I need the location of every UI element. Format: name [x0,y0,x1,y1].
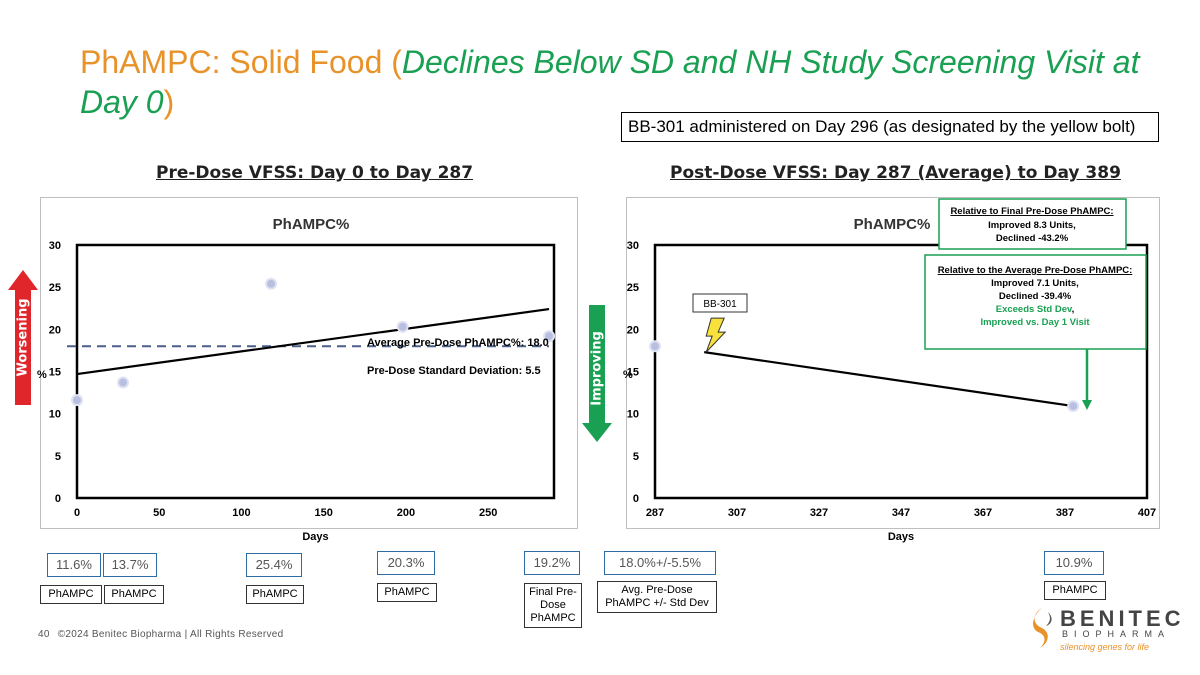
y-tick-label: 10 [627,409,639,421]
label-box-3: PhAMPC [246,585,304,604]
pre-dose-chart-svg: PhAMPC% 0 5 10 15 20 25 30 0 50 100 150 200 250 Days% A… [37,216,556,543]
title-part-3: ) [163,84,175,120]
improving-arrow-icon [582,305,612,442]
logo-name: BENITEC [1060,606,1185,631]
y-tick-label: 25 [49,282,61,294]
worsening-label: Worsening [15,298,31,377]
y-tick-label: 25 [627,282,639,294]
y-tick-label: 30 [49,240,61,252]
x-tick-label: 327 [810,507,828,519]
comma-text: , [1072,304,1075,315]
y-tick-label: 20 [49,324,61,336]
right-section-title: Post-Dose VFSS: Day 287 (Average) to Day… [670,163,1121,183]
label-box-1: PhAMPC [40,585,102,604]
x-tick-label: 200 [397,507,415,519]
data-point [543,330,556,343]
y-tick-label: 10 [49,409,61,421]
copyright: ©2024 Benitec Biopharma | All Rights Res… [57,629,284,640]
x-tick-label: 50 [153,507,165,519]
x-tick-label: 307 [728,507,746,519]
title-part-1: PhAMPC: Solid Food ( [80,44,402,80]
benitec-logo-mark-icon [1033,608,1052,648]
plot-frame [75,243,556,500]
callout-mid-line: Exceeds Std Dev, [996,304,1075,315]
x-tick-label: 287 [646,507,664,519]
data-point [71,394,83,407]
page-number: 40 [38,629,50,640]
callout-top-box [938,198,1127,250]
x-tick-label: 387 [1056,507,1074,519]
administration-note: BB-301 administered on Day 296 (as desig… [621,112,1159,142]
label-box-5: Final Pre-Dose PhAMPC [524,583,582,628]
benitec-logo: BENITEC BIOPHARMA silencing genes for li… [1026,604,1181,654]
x-tick-label: 150 [315,507,333,519]
logo-tagline: silencing genes for life [1060,642,1150,652]
y-tick-label: 20 [627,324,639,336]
value-box-1: 11.6% [47,553,101,577]
post-dose-chart: PhAMPC% 0 5 10 15 20 25 30 287 307 327 347 367 387 407… [623,197,1160,543]
x-tick-label: 407 [1138,507,1156,519]
title-part-2: Declines Below SD and NH Study Screening… [80,44,1140,120]
exceeds-std-dev-text: Exceeds Std Dev [996,304,1073,315]
callout-mid-box [924,254,1147,350]
series-line [704,351,1074,408]
post-dose-chart-svg: PhAMPC% 0 5 10 15 20 25 30 287 307 327 347 367 387 407… [623,198,1156,543]
x-axis-label: Days [302,531,328,543]
x-tick-label: 100 [232,507,250,519]
data-point [117,376,130,389]
callout-arrow-head-icon [1082,400,1092,410]
x-tick-label: 250 [479,507,497,519]
y-tick-label: 15 [627,367,639,379]
worsening-arrow-icon [8,270,38,405]
value-box-6: 18.0%+/-5.5% [604,551,716,575]
value-box-2: 13.7% [103,553,157,577]
data-point [1067,400,1080,413]
improving-label: Improving [589,331,605,406]
callout-mid-line: Improved 7.1 Units, [991,278,1079,289]
chart-title: PhAMPC% [854,216,931,233]
callout-top-line: Declined -43.2% [996,233,1069,244]
y-tick-label: 0 [55,493,61,505]
logo-sub: BIOPHARMA [1062,629,1171,639]
value-box-3: 25.4% [246,553,302,577]
callout-top-line: Improved 8.3 Units, [988,220,1076,231]
trend-line [76,308,550,376]
dose-label: BB-301 [703,299,737,310]
y-tick-label: 5 [633,451,639,463]
y-tick-label: 0 [633,493,639,505]
label-box-4: PhAMPC [377,583,437,602]
label-box-7: PhAMPC [1044,581,1106,600]
dose-bolt-icon [705,317,727,353]
pre-dose-chart: PhAMPC% 0 5 10 15 20 25 30 0 50 100 150 200 250 Days% A… [37,197,578,543]
value-box-4: 20.3% [377,551,435,575]
label-box-2: PhAMPC [104,585,164,604]
page-title: PhAMPC: Solid Food (Declines Below SD an… [80,42,1160,122]
y-tick-label: 30 [627,240,639,252]
data-point [396,320,409,333]
plot-frame [653,243,1149,500]
callout-mid-heading: Relative to the Average Pre-Dose PhAMPC: [938,265,1133,276]
x-axis-label: Days [888,531,914,543]
x-tick-label: 367 [974,507,992,519]
callout-mid-line: Improved vs. Day 1 Visit [980,317,1090,328]
left-section-title: Pre-Dose VFSS: Day 0 to Day 287 [156,163,474,183]
callout-mid-line: Declined -39.4% [999,291,1072,302]
value-box-5: 19.2% [524,551,580,575]
average-annotation: Average Pre-Dose PhAMPC%: 18.0 [367,337,549,349]
x-tick-label: 0 [74,507,80,519]
y-axis-label: % [623,369,633,381]
x-tick-label: 347 [892,507,910,519]
value-box-7: 10.9% [1044,551,1104,575]
label-box-6: Avg. Pre-Dose PhAMPC +/- Std Dev [597,581,717,613]
y-axis-label: % [37,369,47,381]
chart-title: PhAMPC% [273,216,350,233]
dose-label-box [692,293,748,313]
data-point [265,277,278,290]
callout-top-heading: Relative to Final Pre-Dose PhAMPC: [950,206,1113,217]
y-tick-label: 5 [55,451,61,463]
y-tick-label: 15 [49,367,61,379]
std-dev-annotation: Pre-Dose Standard Deviation: 5.5 [367,365,541,377]
data-point [649,340,661,353]
footer: 40 ©2024 Benitec Biopharma | All Rights R… [38,629,284,640]
